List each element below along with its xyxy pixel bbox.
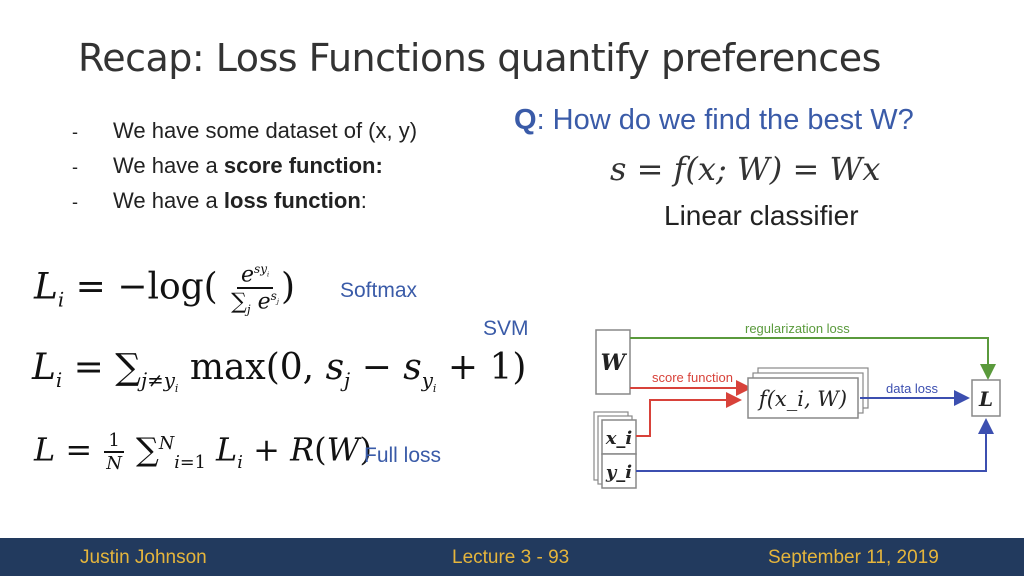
bullet-text: We have a loss function: <box>113 188 367 214</box>
bullet-prefix: We have a <box>113 188 224 213</box>
question: Q: How do we find the best W? <box>514 104 914 137</box>
bullet-prefix: We have some dataset of (x, y) <box>113 118 418 143</box>
softmax-fraction: esyi ∑j esj <box>231 262 279 318</box>
f-box <box>747 377 859 419</box>
footer-lecture: Lecture 3 - 93 <box>452 547 570 568</box>
score-function-label: score function <box>652 370 733 385</box>
bullet-list: - We have some dataset of (x, y) - We ha… <box>72 118 417 223</box>
svm-equation: Li = ∑j≠yi max(0, sj − syi + 1) <box>32 347 527 396</box>
classifier-label: Linear classifier <box>664 200 859 231</box>
regularization-label: regularization loss <box>745 321 850 336</box>
score-equation: s = f(x; W) = Wx <box>610 150 881 188</box>
bullet-dash: - <box>72 122 78 142</box>
full-loss-label: Full loss <box>364 444 442 467</box>
footer-bar: Justin Johnson Lecture 3 - 93 September … <box>0 538 1024 576</box>
softmax-equation: Li = −log( esyi ∑j esj ) <box>34 262 295 318</box>
bullet-dash: - <box>72 157 78 177</box>
regularization-arrow <box>630 337 996 380</box>
w-box <box>595 329 631 395</box>
bullet-bold: loss function <box>223 188 361 213</box>
bullet-item: - We have some dataset of (x, y) <box>72 118 417 153</box>
data-loss-label: data loss <box>886 381 939 396</box>
footer-author: Justin Johnson <box>80 547 207 568</box>
l-box <box>971 379 1001 417</box>
bullet-suffix: : <box>360 188 367 213</box>
y-box-label: y_i <box>605 462 632 483</box>
y-to-loss-arrow <box>636 418 994 472</box>
x-box <box>601 419 637 455</box>
svm-label: SVM <box>483 317 529 340</box>
score-arrow-x <box>636 392 742 437</box>
question-text: : How do we find the best W? <box>536 104 914 136</box>
slide-title: Recap: Loss Functions quantify preferenc… <box>78 36 881 80</box>
bullet-text: We have some dataset of (x, y) <box>113 118 417 144</box>
w-box-label: W <box>601 350 628 376</box>
bullet-bold: score function: <box>223 153 383 178</box>
bullet-item: - We have a loss function: <box>72 188 417 223</box>
loss-diagram: W regularization loss score function f(x… <box>593 321 1001 489</box>
f-box-label: f(x_i, W) <box>757 387 847 411</box>
question-label: Q <box>514 104 537 136</box>
bullet-dash: - <box>72 192 78 212</box>
footer-date: September 11, 2019 <box>768 547 939 568</box>
bullet-prefix: We have a <box>113 153 224 178</box>
bullet-item: - We have a score function: <box>72 153 417 188</box>
softmax-label: Softmax <box>340 279 418 302</box>
x-box-label: x_i <box>605 428 633 449</box>
bullet-text: We have a score function: <box>113 153 383 179</box>
l-box-label: L <box>978 387 993 411</box>
